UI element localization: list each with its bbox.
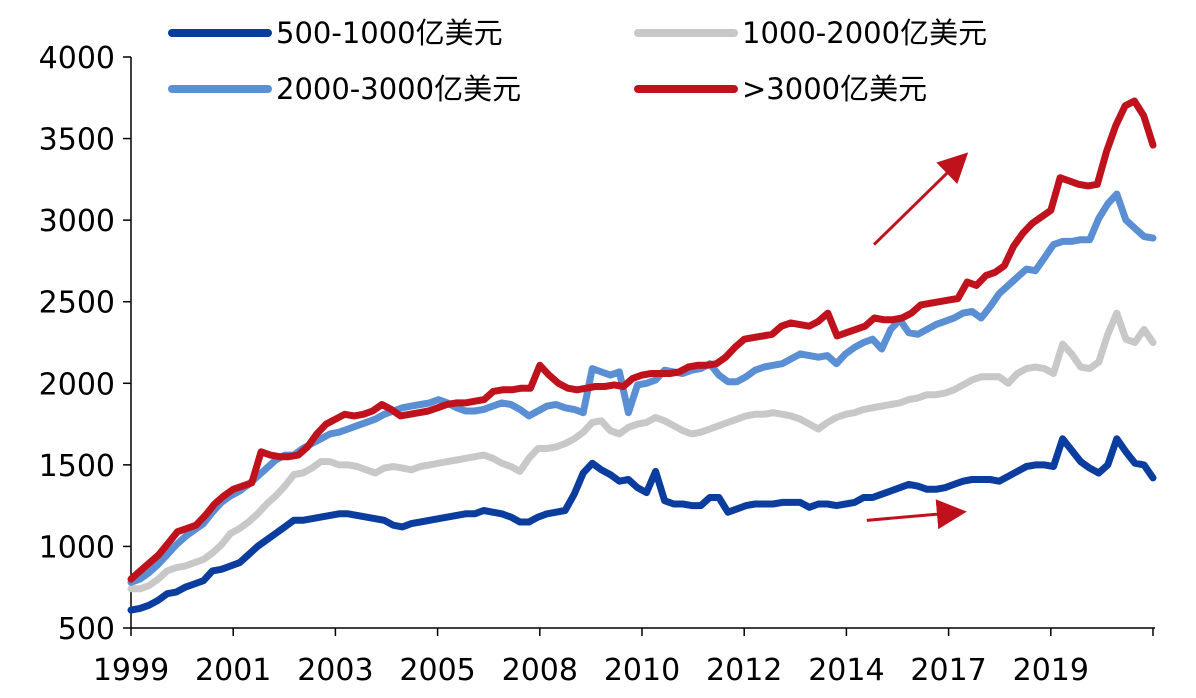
y-tick-label: 500: [58, 612, 115, 647]
x-tick-label: 2012: [706, 653, 782, 688]
x-tick-label: 2001: [195, 653, 271, 688]
x-tick-label: 2019: [1013, 653, 1089, 688]
legend-label-2000-3000: 2000-3000亿美元: [276, 72, 521, 106]
series-line-3: [127, 97, 1157, 583]
series-lines: [127, 97, 1157, 614]
legend-label-1000-2000: 1000-2000亿美元: [742, 16, 987, 50]
x-tick-label: 2010: [604, 653, 680, 688]
y-tick-label: 3500: [39, 123, 115, 158]
y-tick-label: 2000: [39, 367, 115, 402]
y-tick-label: 1000: [39, 530, 115, 565]
y-axis-ticks: 500 1000 1500 2000 2500 3000 3500 4000: [39, 41, 131, 647]
series-line-1: [127, 309, 1157, 593]
trend-arrow-1: [872, 152, 969, 246]
y-tick-label: 1500: [39, 449, 115, 484]
series-line-0: [127, 435, 1157, 614]
y-tick-label: 3000: [39, 204, 115, 239]
x-tick-label: 1999: [93, 653, 169, 688]
legend-item-500-1000: 500-1000亿美元: [168, 16, 503, 50]
y-tick-label: 4000: [39, 41, 115, 76]
x-tick-label: 2003: [297, 653, 373, 688]
y-tick-label: 2500: [39, 286, 115, 321]
legend: 500-1000亿美元 1000-2000亿美元 2000-3000亿美元 >3…: [168, 16, 987, 106]
legend-item-2000-3000: 2000-3000亿美元: [168, 72, 521, 106]
x-axis-ticks: 1999 2001 2003 2005 2008 2010 2012 2014 2017 2019: [93, 628, 1154, 688]
legend-label-over-3000: >3000亿美元: [742, 72, 927, 106]
x-tick-label: 2014: [808, 653, 884, 688]
legend-item-1000-2000: 1000-2000亿美元: [634, 16, 987, 50]
trend-arrows: [866, 152, 969, 530]
trend-arrow-0: [866, 499, 967, 530]
x-tick-label: 2005: [399, 653, 475, 688]
x-tick-label: 2017: [910, 653, 986, 688]
legend-label-500-1000: 500-1000亿美元: [276, 16, 503, 50]
x-tick-label: 2008: [502, 653, 578, 688]
legend-item-over-3000: >3000亿美元: [634, 72, 927, 106]
